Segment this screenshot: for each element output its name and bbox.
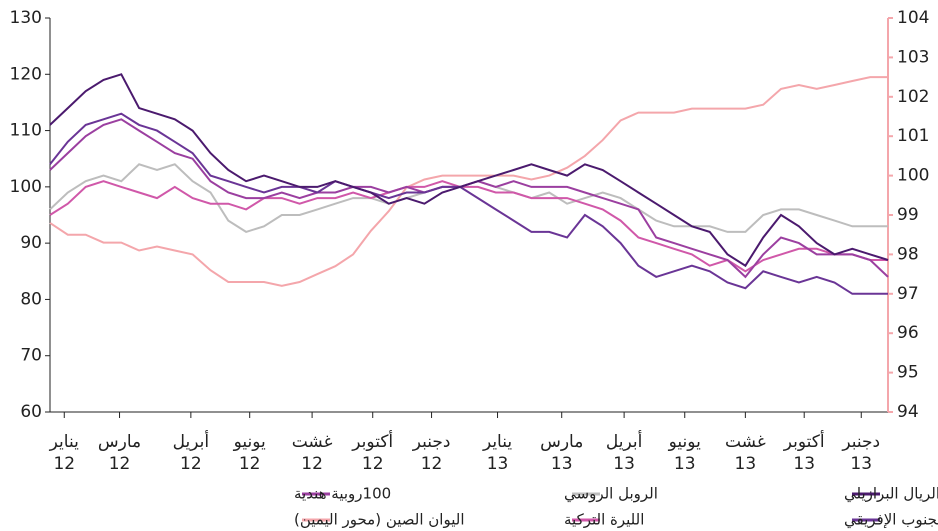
series-line	[49, 180, 888, 273]
x-tick-label-line: أكتوبر	[351, 430, 393, 452]
x-tick-label-line: 12	[421, 454, 443, 474]
y2-tick-label: 94	[897, 402, 919, 422]
y2-tick-label: 98	[897, 244, 919, 264]
y2-tick-label: 96	[897, 323, 919, 343]
x-tick-label: غشت 12	[292, 432, 333, 474]
x-tick-label: يناير 13	[482, 432, 512, 474]
x-tick-label-line: 13	[551, 454, 573, 474]
x-tick-label: دجنبر 13	[841, 432, 880, 474]
x-tick-label: يونيو 13	[668, 432, 701, 474]
x-tick-label-line: يونيو	[668, 432, 701, 452]
series-line	[49, 73, 889, 268]
x-tick-label-line: 12	[301, 454, 323, 474]
x-tick-label-line: 12	[239, 454, 261, 474]
y-tick-label: 90	[20, 233, 42, 253]
y-tick-label: 110	[10, 121, 42, 141]
x-tick-label-line: 13	[613, 454, 635, 474]
x-tick-label-line: مارس	[98, 432, 141, 452]
y-tick-label: 70	[20, 346, 42, 366]
y2-tick-label: 104	[897, 8, 929, 28]
x-tick-label-line: 13	[735, 454, 757, 474]
x-tick-label-line: 13	[487, 454, 509, 474]
x-tick-label: أبريل 13	[606, 430, 642, 474]
x-tick-label-line: غشت	[292, 432, 333, 452]
x-tick-label-line: دجنبر	[412, 432, 451, 452]
x-tick-label-line: 13	[674, 454, 696, 474]
x-tick-label-line: غشت	[725, 432, 766, 452]
legend-label: الراند الجنوب الإفريقي	[844, 511, 938, 530]
x-tick-label-line: دجنبر	[841, 432, 880, 452]
y-tick-label: 130	[10, 8, 42, 28]
legend-label: الريال البرازيلي	[844, 485, 938, 504]
x-tick-label-line: أكتوبر	[783, 430, 825, 452]
legend-label: الروبل الروسي	[564, 485, 658, 504]
x-tick-label-line: 13	[850, 454, 872, 474]
x-tick-label: مارس 12	[98, 432, 141, 474]
x-tick-label-line: مارس	[540, 432, 583, 452]
y2-tick-label: 97	[897, 284, 919, 304]
x-tick-label: أبريل 12	[173, 430, 209, 474]
x-tick-label: أكتوبر 13	[783, 430, 825, 474]
y2-tick-label: 100	[897, 166, 929, 186]
x-tick-label-line: يناير	[49, 432, 79, 452]
y2-tick-label: 99	[897, 205, 919, 225]
x-tick-label-line: يونيو	[233, 432, 266, 452]
legend-label: الليرة التركية	[564, 511, 644, 529]
series-line	[49, 112, 888, 295]
series-line	[49, 163, 888, 233]
x-tick-label-line: أبريل	[173, 430, 209, 452]
x-tick-label-line: أبريل	[606, 430, 642, 452]
x-tick-label-line: 12	[362, 454, 384, 474]
series-line	[49, 76, 888, 287]
y-tick-label: 80	[20, 289, 42, 309]
y-tick-label: 60	[20, 402, 42, 422]
x-tick-label-line: 12	[109, 454, 131, 474]
x-tick-label: يونيو 12	[233, 432, 266, 474]
legend-label: 100روبية هندية	[294, 485, 391, 503]
y2-tick-label: 95	[897, 363, 919, 383]
legend-label: اليوان الصين (محور اليمين)	[294, 511, 465, 529]
x-tick-label-line: 13	[793, 454, 815, 474]
x-tick-label: غشت 13	[725, 432, 766, 474]
y2-tick-label: 103	[897, 47, 929, 67]
y2-tick-label: 102	[897, 87, 929, 107]
x-tick-label: دجنبر 12	[412, 432, 451, 474]
y-tick-label: 120	[10, 64, 42, 84]
y2-tick-label: 101	[897, 126, 929, 146]
x-tick-label: مارس 13	[540, 432, 583, 474]
x-tick-label-line: يناير	[482, 432, 512, 452]
x-tick-label: أكتوبر 12	[351, 430, 393, 474]
x-tick-label-line: 12	[180, 454, 202, 474]
x-tick-label: يناير 12	[49, 432, 79, 474]
y-tick-label: 100	[10, 177, 42, 197]
x-tick-label-line: 12	[53, 454, 75, 474]
